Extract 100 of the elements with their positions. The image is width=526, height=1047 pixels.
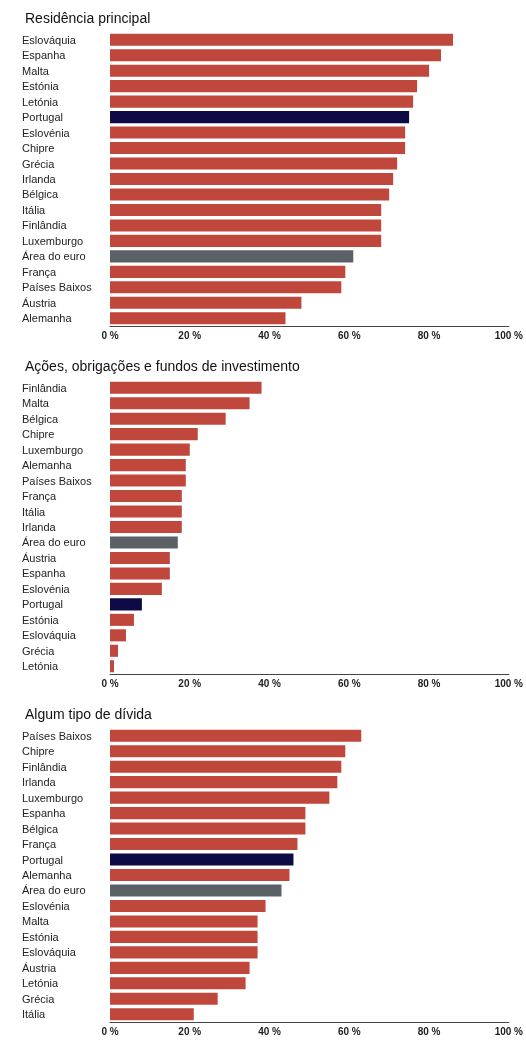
y-tick-label: Grécia (22, 644, 56, 657)
y-tick-label: Alemanha (22, 459, 73, 472)
y-tick-label: Letónia (22, 977, 59, 990)
bar (110, 490, 182, 503)
bar (110, 312, 286, 325)
y-tick-label: Portugal (22, 111, 63, 124)
y-tick-label: França (22, 265, 58, 278)
x-tick-label: 60 % (337, 329, 361, 341)
y-tick-label: Chipre (22, 745, 55, 758)
x-tick-label: 0 % (101, 1025, 119, 1037)
y-tick-label: Eslovénia (22, 582, 71, 595)
x-tick-label: 40 % (258, 329, 282, 341)
y-tick-label: Eslováquia (22, 946, 77, 959)
y-tick-label: Bélgica (22, 822, 59, 835)
bar (110, 899, 266, 912)
bar (110, 729, 362, 742)
x-tick-label: 0 % (101, 677, 119, 689)
bar (110, 474, 186, 487)
bar (110, 613, 134, 626)
bar (110, 505, 182, 518)
bar (110, 142, 406, 155)
bar (110, 992, 218, 1005)
x-tick-label: 20 % (178, 1025, 202, 1037)
bar (110, 791, 330, 804)
x-tick-label: 60 % (337, 677, 361, 689)
y-tick-label: Alemanha (22, 869, 73, 881)
y-tick-label: Grécia (22, 157, 56, 170)
bar (110, 157, 398, 170)
bar (110, 598, 142, 611)
chart-title: Residência principal (25, 10, 151, 26)
y-tick-label: Chipre (22, 142, 55, 155)
chart-title: Ações, obrigações e fundos de investimento (25, 358, 300, 374)
y-tick-label: Letónia (22, 660, 59, 673)
x-tick-label: 40 % (258, 1025, 282, 1037)
bar (110, 582, 162, 595)
bar (110, 807, 306, 820)
y-tick-label: Estónia (22, 80, 60, 93)
bar (110, 219, 382, 232)
bar (110, 64, 430, 77)
bar (110, 281, 342, 294)
bar (110, 234, 382, 247)
bar (110, 397, 250, 410)
y-tick-label: Países Baixos (22, 729, 93, 742)
y-tick-label: Área do euro (22, 536, 86, 549)
bar (110, 296, 302, 309)
bar (110, 776, 338, 789)
y-tick-label: Irlanda (22, 776, 57, 789)
bar (110, 629, 126, 642)
y-tick-label: Países Baixos (22, 474, 93, 487)
y-tick-label: Áustria (22, 551, 58, 564)
chart-title: Algum tipo de dívida (25, 706, 153, 722)
y-tick-label: Irlanda (22, 521, 57, 533)
bar (110, 80, 418, 93)
x-tick-label: 80 % (417, 1025, 441, 1037)
y-tick-label: Itália (22, 505, 47, 518)
y-tick-label: Luxemburgo (22, 443, 84, 456)
y-tick-label: Bélgica (22, 412, 59, 425)
y-tick-label: Finlândia (22, 760, 68, 773)
y-tick-label: França (22, 490, 58, 503)
y-tick-label: Itália (22, 1008, 47, 1021)
y-tick-label: Finlândia (22, 219, 68, 232)
bar (110, 1008, 194, 1021)
y-tick-label: Espanha (22, 49, 67, 62)
y-tick-label: Eslovénia (22, 126, 71, 139)
x-tick-label: 80 % (417, 677, 441, 689)
bar (110, 567, 170, 580)
bar (110, 536, 178, 549)
bar (110, 961, 250, 974)
y-tick-label: Espanha (22, 567, 67, 580)
bar (110, 838, 298, 851)
bar (110, 95, 414, 108)
x-tick-label: 60 % (337, 1025, 361, 1037)
bar (110, 428, 198, 441)
bar (110, 412, 226, 425)
bar (110, 459, 186, 472)
bar (110, 188, 390, 201)
bar (110, 822, 306, 835)
bar (110, 520, 182, 534)
x-tick-label: 20 % (178, 677, 202, 689)
y-tick-label: Estónia (22, 613, 60, 626)
y-tick-label: Áustria (22, 296, 58, 309)
x-tick-label: 100 % (494, 329, 524, 341)
bar (110, 126, 406, 139)
y-tick-label: Irlanda (22, 173, 57, 185)
y-tick-label: Finlândia (22, 381, 68, 394)
bar (110, 977, 246, 990)
x-tick-label: 0 % (101, 329, 119, 341)
x-tick-label: 100 % (494, 677, 524, 689)
y-tick-label: Malta (22, 915, 50, 928)
y-tick-label: Chipre (22, 428, 55, 441)
x-tick-label: 20 % (178, 329, 202, 341)
bar (110, 203, 382, 216)
y-tick-label: Malta (22, 64, 50, 77)
y-tick-label: França (22, 838, 58, 851)
y-tick-label: Luxemburgo (22, 791, 84, 804)
y-tick-label: Letónia (22, 95, 59, 108)
bar (110, 946, 258, 959)
y-tick-label: Alemanha (22, 312, 73, 325)
x-tick-label: 40 % (258, 677, 282, 689)
bar (110, 884, 282, 897)
